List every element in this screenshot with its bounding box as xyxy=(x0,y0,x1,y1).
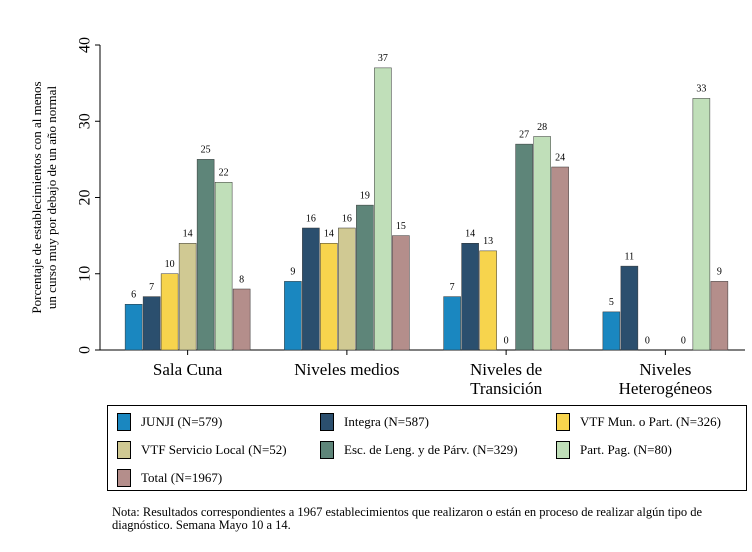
bar xyxy=(338,227,356,351)
x-tick-label: Sala Cuna xyxy=(152,360,223,379)
data-label: 15 xyxy=(396,221,406,232)
bar xyxy=(479,250,497,351)
data-label: 16 xyxy=(342,213,352,224)
legend-label: Total (N=1967) xyxy=(141,470,223,485)
y-tick-label: 30 xyxy=(77,113,94,129)
bar xyxy=(692,98,711,351)
legend-label: VTF Mun. o Part. (N=326) xyxy=(580,414,721,429)
data-label: 0 xyxy=(681,335,686,346)
y-tick-label: 0 xyxy=(77,346,94,354)
data-label: 5 xyxy=(609,297,614,308)
data-label: 33 xyxy=(696,84,706,95)
bar xyxy=(443,296,461,351)
data-label: 27 xyxy=(519,129,529,140)
data-label: 6 xyxy=(131,290,136,301)
legend-label: Part. Pag. (N=80) xyxy=(580,442,672,457)
legend-swatch xyxy=(556,441,570,459)
bar xyxy=(551,166,569,351)
y-tick-label: 10 xyxy=(77,266,94,282)
y-axis-title: Porcentaje de establecimientos con al me… xyxy=(29,81,44,313)
bar xyxy=(232,288,251,351)
legend-swatch xyxy=(117,469,131,487)
legend-label: Esc. de Leng. y de Párv. (N=329) xyxy=(344,442,518,457)
data-label: 7 xyxy=(149,282,154,293)
data-label: 14 xyxy=(183,229,193,240)
y-axis-title: un curso muy por debajo de un año normal xyxy=(44,86,59,310)
legend-swatch xyxy=(320,413,334,431)
data-label: 0 xyxy=(645,335,650,346)
x-tick-label: Niveles de Transición xyxy=(470,360,543,398)
legend-label: Integra (N=587) xyxy=(344,414,429,429)
bar xyxy=(533,136,551,351)
bar xyxy=(392,235,410,351)
data-label: 10 xyxy=(165,259,175,270)
bar xyxy=(124,304,143,351)
legend-label: JUNJI (N=579) xyxy=(141,414,223,429)
data-label: 28 xyxy=(537,122,547,133)
legend-box xyxy=(107,405,747,491)
bar xyxy=(374,67,392,351)
bar xyxy=(356,204,374,351)
bar xyxy=(142,296,161,351)
bar xyxy=(620,265,639,351)
data-label: 7 xyxy=(450,282,455,293)
bar xyxy=(461,243,479,351)
data-label: 37 xyxy=(378,53,388,64)
data-label: 9 xyxy=(290,267,295,278)
data-label: 24 xyxy=(555,152,565,163)
data-label: 11 xyxy=(625,251,635,262)
x-tick-label: Niveles Heterogéneos xyxy=(618,360,713,398)
legend-swatch xyxy=(117,413,131,431)
data-label: 13 xyxy=(483,236,493,247)
y-tick-label: 40 xyxy=(77,37,94,53)
data-label: 16 xyxy=(306,213,316,224)
data-label: 22 xyxy=(219,168,229,179)
data-label: 14 xyxy=(465,229,475,240)
bar xyxy=(515,143,533,351)
data-label: 8 xyxy=(239,274,244,285)
y-tick-label: 20 xyxy=(77,190,94,206)
note: Nota: Resultados correspondientes a 1967… xyxy=(112,505,703,532)
data-label: 14 xyxy=(324,229,334,240)
data-label: 25 xyxy=(201,145,211,156)
bar xyxy=(178,243,197,351)
data-label: 0 xyxy=(504,335,509,346)
bar xyxy=(302,227,320,351)
legend-swatch xyxy=(320,441,334,459)
bar xyxy=(602,311,621,351)
legend-swatch xyxy=(556,413,570,431)
bar xyxy=(214,182,233,351)
x-tick-label: Niveles medios xyxy=(294,360,400,379)
data-label: 19 xyxy=(360,190,370,201)
legend-swatch xyxy=(117,441,131,459)
data-label: 9 xyxy=(717,267,722,278)
legend-label: VTF Servicio Local (N=52) xyxy=(141,442,287,457)
bar xyxy=(284,281,302,351)
bar xyxy=(160,273,179,351)
bar xyxy=(320,243,338,351)
bar xyxy=(710,281,729,351)
bar xyxy=(196,159,215,351)
